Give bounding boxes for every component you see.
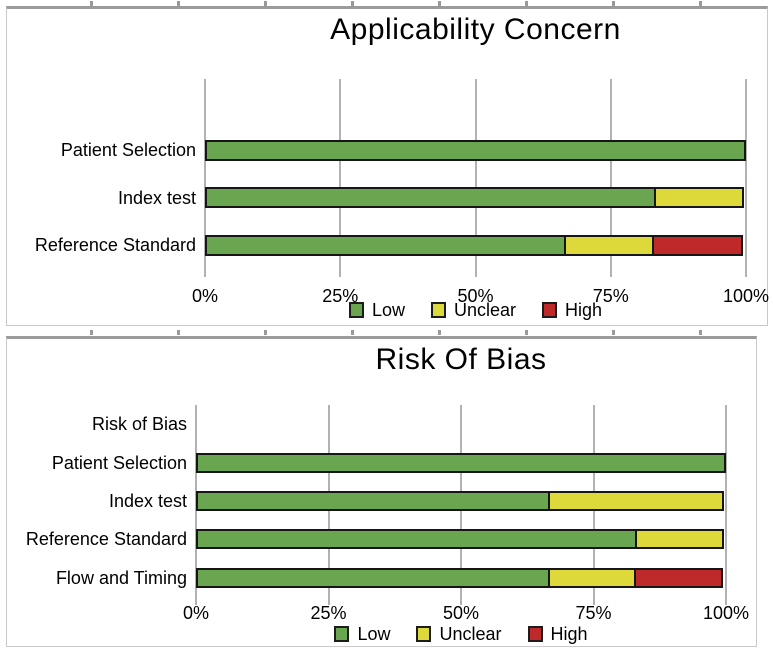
stacked-bar (196, 452, 726, 473)
legend-item-low: Low (334, 625, 390, 643)
category-label: Patient Selection (51, 452, 187, 473)
category-label: Patient Selection (60, 140, 196, 161)
legend-swatch-low (348, 302, 364, 318)
x-tick-label: 25% (322, 286, 359, 306)
x-tick-label: 100% (702, 603, 750, 623)
x-tick-label: 50% (442, 603, 480, 623)
x-tick-label: 50% (457, 286, 494, 306)
x-tick-label: 75% (575, 603, 612, 623)
segment-low (205, 234, 566, 256)
legend-item-low: Low (348, 300, 405, 320)
legend-item-high: High (527, 624, 588, 644)
legend-label: Low (357, 624, 391, 644)
legend-swatch-unclear (430, 302, 446, 318)
stacked-bar (205, 187, 746, 209)
ruler-ticks (6, 330, 768, 335)
gridline (609, 79, 612, 277)
category-label: Index test (108, 491, 187, 512)
category-label: Reference Standard (25, 529, 187, 550)
chart-title: Risk Of Bias (375, 343, 547, 376)
segment-high (634, 567, 723, 588)
bar-row: Index test (109, 482, 726, 520)
x-tick-label: 25% (310, 603, 347, 623)
legend-label: High (550, 624, 588, 644)
applicability-concern-chart: Applicability Concern Patient Selection I… (6, 6, 769, 326)
x-axis-ticks: 0% 25% 50% 75% 100% (183, 603, 749, 623)
bar-row: Patient Selection (61, 127, 746, 175)
gridline (725, 405, 727, 605)
x-tick-label: 100% (722, 286, 770, 306)
segment-low (205, 139, 746, 161)
chart-title: Applicability Concern (330, 13, 621, 46)
plot-area: Patient Selection Index test Reference Sta… (35, 79, 747, 277)
gridline (204, 79, 206, 277)
category-label: Flow and Timing (55, 567, 187, 588)
legend-item-unclear: Unclear (416, 624, 502, 644)
stacked-bar (205, 139, 746, 161)
segment-low (196, 452, 726, 473)
legend-swatch-high (542, 302, 558, 318)
segment-high (652, 234, 743, 256)
gridline (339, 79, 342, 277)
legend-label: Unclear (439, 624, 502, 644)
segment-low (196, 567, 550, 588)
segment-unclear (547, 491, 724, 512)
segment-low (196, 529, 638, 550)
legend-swatch-unclear (416, 626, 432, 642)
stacked-bar (196, 529, 726, 550)
legend-item-unclear: Unclear (430, 300, 517, 320)
bar-rows: Risk of Bias Patient Selection Index test R… (26, 405, 726, 597)
legend: Low Unclear High (205, 301, 746, 319)
segment-low (196, 491, 550, 512)
segment-unclear (653, 187, 744, 209)
category-label: Reference Standard (34, 235, 196, 256)
legend-label: Low (371, 300, 405, 320)
bar-row: Reference Standard (35, 222, 746, 270)
segment-unclear (563, 234, 655, 256)
segment-low (205, 187, 656, 209)
bar-rows: Patient Selection Index test Reference Sta… (35, 79, 746, 270)
x-tick-label: 0% (182, 603, 210, 623)
segment-unclear (635, 529, 724, 550)
legend-item-high: High (542, 301, 602, 319)
x-axis-ticks: 0% 25% 50% 75% 100% (192, 286, 769, 306)
gridlines (204, 79, 747, 277)
bar-row: Flow and Timing (56, 559, 726, 597)
stacked-bar (196, 491, 726, 512)
bar-row: Reference Standard (26, 520, 726, 558)
segment-unclear (547, 567, 636, 588)
legend-label: Unclear (453, 300, 517, 320)
bar-row: Index test (118, 174, 746, 222)
category-label: Risk of Bias (91, 414, 187, 435)
legend: Low Unclear High (196, 625, 726, 643)
gridline (474, 79, 477, 277)
stacked-bar (196, 567, 726, 588)
gridline (745, 79, 747, 277)
empty-row (205, 79, 746, 127)
stacked-bar (205, 234, 746, 256)
plot-area: Risk of Bias Patient Selection Index test R… (26, 405, 727, 605)
legend-swatch-high (527, 626, 543, 642)
x-tick-label: 0% (191, 286, 219, 306)
bar-row: Risk of Bias (92, 405, 726, 443)
x-tick-label: 75% (592, 286, 629, 306)
ruler-ticks (6, 1, 768, 6)
bar-row: Patient Selection (52, 443, 726, 481)
category-label: Index test (117, 187, 196, 208)
risk-of-bias-chart: Risk Of Bias Risk of Bias Patient Selecti… (6, 336, 757, 647)
legend-swatch-low (334, 626, 350, 642)
legend-label: High (565, 300, 603, 320)
